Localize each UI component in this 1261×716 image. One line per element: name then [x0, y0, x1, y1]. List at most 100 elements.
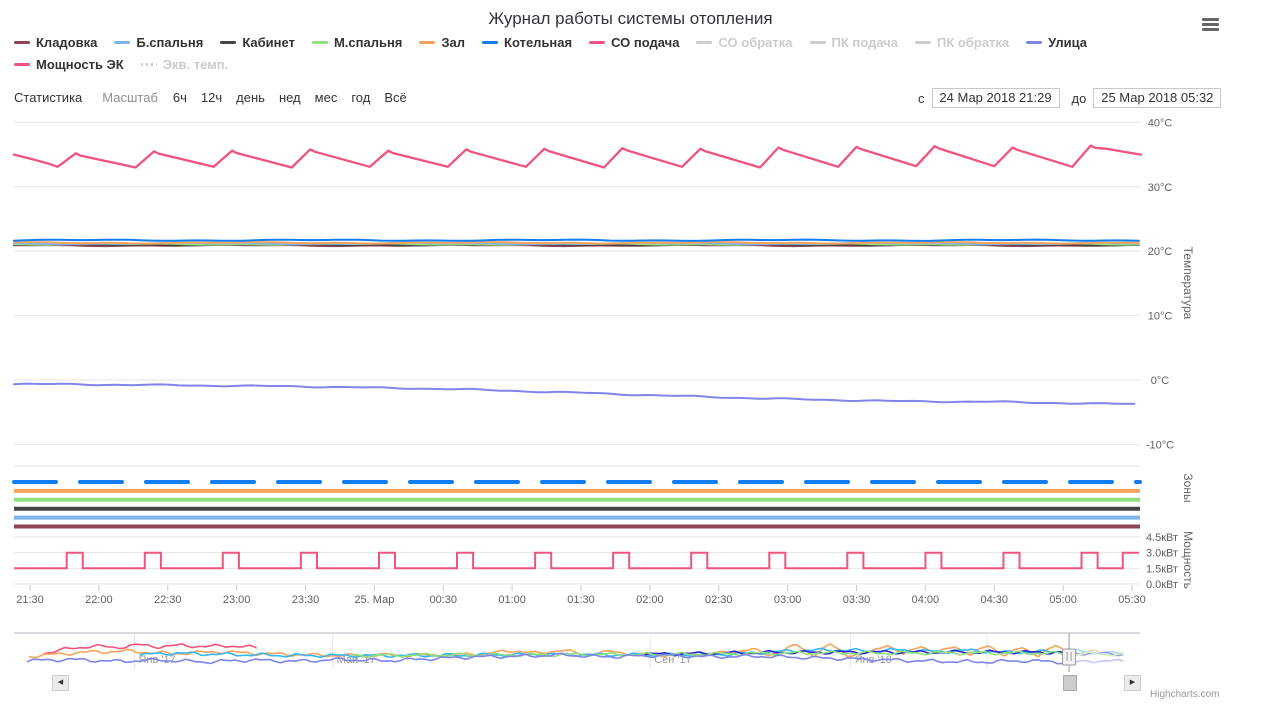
series-so-podacha — [12, 144, 1143, 169]
legend-item-СО подача[interactable]: СО подача — [589, 35, 679, 50]
x-axis-label: 03:00 — [774, 594, 802, 606]
legend-marker-icon — [14, 63, 30, 66]
range-button-мес[interactable]: мес — [314, 90, 338, 105]
temp-axis-tick-label: 0°C — [1151, 375, 1170, 387]
legend-item-label: М.спальня — [333, 35, 403, 50]
legend-item-Экв. темп.[interactable]: Экв. темп. — [140, 57, 229, 72]
x-axis-label: 23:00 — [223, 594, 251, 606]
temp-axis-tick-label: 20°C — [1148, 246, 1173, 258]
legend-item-label: Б.спальня — [136, 35, 204, 50]
range-button-нед[interactable]: нед — [278, 90, 301, 105]
x-axis-label: 21:30 — [16, 594, 44, 606]
x-axis-label: 00:30 — [429, 594, 457, 606]
navigator-series-Котельная — [139, 647, 1124, 659]
legend-item-label: ПК подача — [831, 35, 898, 50]
from-date-input[interactable]: 24 Мар 2018 21:29 — [931, 88, 1060, 108]
legend-item-М.спальня[interactable]: М.спальня — [311, 35, 403, 50]
navigator-series-Улица — [26, 652, 1124, 665]
legend-marker-icon — [419, 41, 436, 44]
x-axis-label: 23:30 — [292, 594, 320, 606]
legend-marker-icon — [14, 41, 30, 44]
hamburger-bar — [1202, 28, 1219, 31]
legend-item-label: Кабинет — [242, 35, 295, 50]
x-axis-label: 22:30 — [154, 594, 182, 606]
legend-item-Кладовка[interactable]: Кладовка — [14, 35, 97, 50]
zoom-label: Масштаб — [102, 90, 158, 105]
range-button-12ч[interactable]: 12ч — [200, 90, 223, 105]
legend-item-ПК обратка[interactable]: ПК обратка — [914, 35, 1010, 50]
series-moshchnost-ek — [14, 551, 1139, 570]
zones-axis-title: Зоны — [1181, 473, 1195, 502]
legend-item-label: СО подача — [611, 35, 680, 50]
series-room-Котельная — [12, 238, 1140, 242]
legend-marker-icon — [311, 41, 328, 44]
x-axis-label: 25. Мар — [354, 594, 394, 606]
legend-item-Котельная[interactable]: Котельная — [482, 35, 572, 50]
legend-item-label: Котельная — [504, 35, 573, 50]
navigator-axis-label: Янв '18 — [855, 654, 892, 666]
power-axis-tick-label: 4.5кВт — [1146, 532, 1178, 544]
legend-marker-icon — [482, 41, 499, 44]
legend-item-Зал[interactable]: Зал — [419, 35, 465, 50]
navigator-handle[interactable] — [1062, 648, 1077, 666]
x-axis-label: 03:30 — [843, 594, 871, 606]
legend-item-label: ПК обратка — [936, 35, 1010, 50]
temp-axis-tick-label: 40°C — [1148, 117, 1173, 129]
legend-item-label: Мощность ЭК — [36, 57, 124, 72]
hamburger-bar — [1202, 23, 1219, 26]
power-axis-tick-label: 3.0кВт — [1146, 548, 1178, 560]
range-selector: Статистика Масштаб 6ч 12ч день нед мес год Всё — [14, 90, 421, 105]
power-axis-tick-label: 0.0кВт — [1146, 579, 1178, 591]
legend-item-label: Кладовка — [36, 35, 98, 50]
hamburger-menu-icon[interactable] — [1202, 18, 1219, 32]
x-axis-label: 01:00 — [498, 594, 526, 606]
legend: Кладовка Б.спальня Кабинет М.спальня Зал Коте… — [14, 35, 1184, 79]
page-title: Журнал работы системы отопления — [488, 9, 773, 28]
legend-item-СО обратка[interactable]: СО обратка — [696, 35, 793, 50]
x-axis-label: 01:30 — [567, 594, 595, 606]
legend-item-label: Улица — [1048, 35, 1088, 50]
range-button-день[interactable]: день — [236, 90, 265, 105]
range-button-6ч[interactable]: 6ч — [172, 90, 187, 105]
x-axis-label: 22:00 — [85, 594, 113, 606]
highcharts-credits-link[interactable]: Highcharts.com — [1150, 689, 1220, 700]
legend-item-label: Экв. темп. — [162, 57, 229, 72]
legend-row: Кладовка Б.спальня Кабинет М.спальня Зал Коте… — [14, 35, 1184, 50]
legend-item-Кабинет[interactable]: Кабинет — [220, 35, 295, 50]
temp-axis-tick-label: 30°C — [1148, 182, 1173, 194]
series-ulitsa — [12, 382, 1136, 405]
date-range: с 24 Мар 2018 21:29 до 25 Мар 2018 05:32 — [918, 88, 1222, 108]
range-button-год[interactable]: год — [351, 90, 371, 105]
legend-item-Улица[interactable]: Улица — [1026, 35, 1087, 50]
x-axis-label: 04:30 — [980, 594, 1008, 606]
legend-item-label: Зал — [441, 35, 466, 50]
power-axis-tick-label: 1.5кВт — [1146, 563, 1178, 575]
x-axis-label: 02:00 — [636, 594, 664, 606]
x-axis-label: 04:00 — [912, 594, 940, 606]
series-room-Зал — [12, 241, 1140, 245]
legend-item-Мощность ЭК[interactable]: Мощность ЭК — [14, 57, 124, 72]
to-date-input[interactable]: 25 Мар 2018 05:32 — [1093, 88, 1222, 108]
navigator-mask — [1076, 634, 1140, 670]
from-label: с — [918, 90, 925, 106]
legend-item-label: СО обратка — [718, 35, 793, 50]
statistics-button[interactable]: Статистика — [14, 90, 83, 105]
scrollbar-right-arrow-icon[interactable]: ▶ — [1124, 675, 1141, 691]
legend-item-ПК подача[interactable]: ПК подача — [809, 35, 898, 50]
scrollbar-thumb[interactable] — [1063, 675, 1077, 691]
scrollbar-left-arrow-icon[interactable]: ◀ — [52, 675, 69, 691]
legend-marker-icon — [696, 41, 713, 44]
power-axis-title: Мощность — [1181, 531, 1195, 589]
temp-axis-tick-label: 10°C — [1148, 311, 1173, 323]
navigator-series-СО подача — [43, 643, 257, 655]
legend-marker-icon — [114, 41, 131, 44]
x-axis-label: 02:30 — [705, 594, 733, 606]
x-axis-label: 05:00 — [1049, 594, 1077, 606]
hamburger-bar — [1202, 18, 1219, 21]
range-button-Всё[interactable]: Всё — [384, 90, 407, 105]
legend-marker-icon — [589, 41, 606, 44]
legend-item-Б.спальня[interactable]: Б.спальня — [114, 35, 203, 50]
legend-marker-icon — [1026, 41, 1043, 44]
legend-row: Мощность ЭК Экв. темп. — [14, 57, 1184, 72]
